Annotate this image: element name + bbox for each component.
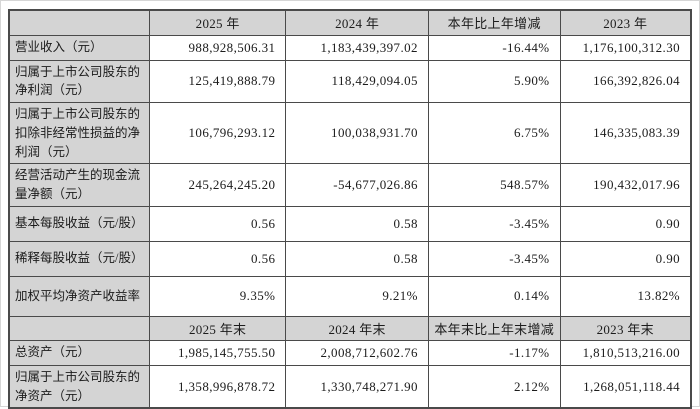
value-2025: 106,796,293.12 — [148, 101, 287, 165]
value-2025: 0.56 — [148, 240, 287, 277]
value-2023: 190,432,017.96 — [559, 163, 692, 207]
corner-cell — [8, 315, 150, 341]
value-2025: 245,264,245.20 — [148, 163, 287, 207]
value-2024: 1,183,439,397.02 — [285, 34, 429, 61]
value-2023: 1,176,100,312.30 — [559, 34, 692, 61]
value-2023: 1,268,051,118.44 — [559, 364, 692, 409]
col-header-2023-end: 2023 年末 — [559, 315, 692, 341]
value-2025: 125,419,888.79 — [148, 59, 287, 103]
col-header-2024: 2024 年 — [285, 9, 429, 36]
table-row-total-assets: 总资产（元） 1,985,145,755.50 2,008,712,602.76… — [8, 339, 692, 366]
table-row-net-profit: 归属于上市公司股东的净利润（元） 125,419,888.79 118,429,… — [8, 59, 692, 103]
row-label: 归属于上市公司股东的扣除非经常性损益的净利润（元） — [8, 101, 150, 165]
value-change: 2.12% — [427, 364, 561, 409]
col-header-yoy-change: 本年比上年增减 — [427, 9, 561, 36]
value-change: -16.44% — [427, 34, 561, 61]
table-row-basic-eps: 基本每股收益（元/股） 0.56 0.58 -3.45% 0.90 — [8, 205, 692, 242]
value-2025: 9.35% — [148, 275, 287, 317]
value-change: 6.75% — [427, 101, 561, 165]
value-2025: 988,928,506.31 — [148, 34, 287, 61]
row-label: 总资产（元） — [8, 339, 150, 366]
row-label: 归属于上市公司股东的净利润（元） — [8, 59, 150, 103]
value-2023: 146,335,083.39 — [559, 101, 692, 165]
table-row-diluted-eps: 稀释每股收益（元/股） 0.56 0.58 -3.45% 0.90 — [8, 240, 692, 277]
value-2025: 1,358,996,878.72 — [148, 364, 287, 409]
table-row-net-assets: 归属于上市公司股东的净资产（元） 1,358,996,878.72 1,330,… — [8, 364, 692, 409]
value-2025: 1,985,145,755.50 — [148, 339, 287, 366]
table-row-weighted-avg-roe: 加权平均净资产收益率 9.35% 9.21% 0.14% 13.82% — [8, 275, 692, 317]
value-change: 5.90% — [427, 59, 561, 103]
col-header-2023: 2023 年 — [559, 9, 692, 36]
row-label: 加权平均净资产收益率 — [8, 275, 150, 317]
value-2025: 0.56 — [148, 205, 287, 242]
value-change: -1.17% — [427, 339, 561, 366]
table-row-revenue: 营业收入（元） 988,928,506.31 1,183,439,397.02 … — [8, 34, 692, 61]
yearend-header-row: 2025 年末 2024 年末 本年末比上年末增减 2023 年末 — [8, 315, 692, 341]
col-header-yearend-change: 本年末比上年末增减 — [427, 315, 561, 341]
row-label: 营业收入（元） — [8, 34, 150, 61]
col-header-2025: 2025 年 — [148, 9, 287, 36]
value-change: -3.45% — [427, 240, 561, 277]
value-2023: 13.82% — [559, 275, 692, 317]
annual-header-row: 2025 年 2024 年 本年比上年增减 2023 年 — [8, 9, 692, 36]
row-label: 基本每股收益（元/股） — [8, 205, 150, 242]
value-change: -3.45% — [427, 205, 561, 242]
col-header-2025-end: 2025 年末 — [148, 315, 287, 341]
value-2024: 100,038,931.70 — [285, 101, 429, 165]
value-2024: 0.58 — [285, 240, 429, 277]
value-2024: 118,429,094.05 — [285, 59, 429, 103]
value-2024: 2,008,712,602.76 — [285, 339, 429, 366]
value-2023: 0.90 — [559, 240, 692, 277]
corner-cell — [8, 9, 150, 36]
value-2023: 0.90 — [559, 205, 692, 242]
value-change: 548.57% — [427, 163, 561, 207]
value-2023: 166,392,826.04 — [559, 59, 692, 103]
value-change: 0.14% — [427, 275, 561, 317]
financial-summary-table: 2025 年 2024 年 本年比上年增减 2023 年 营业收入（元） 988… — [8, 9, 692, 409]
value-2023: 1,810,513,216.00 — [559, 339, 692, 366]
row-label: 归属于上市公司股东的净资产（元） — [8, 364, 150, 409]
row-label: 稀释每股收益（元/股） — [8, 240, 150, 277]
table-row-net-profit-deducted: 归属于上市公司股东的扣除非经常性损益的净利润（元） 106,796,293.12… — [8, 101, 692, 165]
row-label: 经营活动产生的现金流量净额（元） — [8, 163, 150, 207]
value-2024: -54,677,026.86 — [285, 163, 429, 207]
col-header-2024-end: 2024 年末 — [285, 315, 429, 341]
table-row-operating-cash-flow: 经营活动产生的现金流量净额（元） 245,264,245.20 -54,677,… — [8, 163, 692, 207]
value-2024: 1,330,748,271.90 — [285, 364, 429, 409]
value-2024: 0.58 — [285, 205, 429, 242]
value-2024: 9.21% — [285, 275, 429, 317]
